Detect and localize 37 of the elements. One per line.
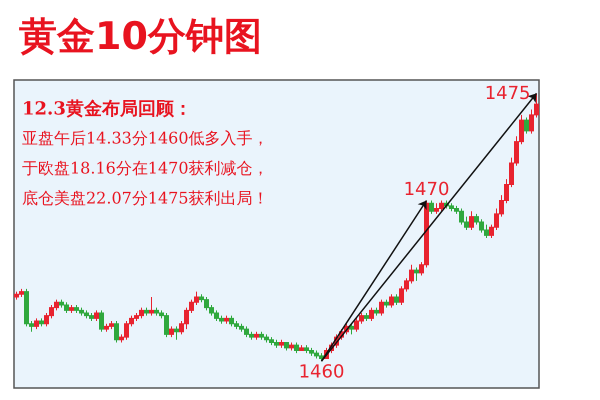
candlestick — [254, 331, 259, 340]
candlestick — [114, 320, 119, 343]
candlestick — [364, 312, 369, 322]
annotation: 底仓美盘22.07分1475获利出局！ — [22, 188, 269, 208]
annotation: 1475 — [484, 82, 530, 104]
candlestick — [94, 310, 99, 322]
candlestick — [289, 342, 294, 352]
candlestick — [99, 310, 104, 332]
annotation: 1470 — [404, 179, 450, 200]
candlestick — [149, 296, 154, 316]
candlestick — [469, 210, 474, 230]
candlestick — [174, 326, 179, 340]
candlestick — [299, 344, 304, 352]
candlestick — [384, 299, 389, 308]
candlestick — [279, 339, 284, 348]
candlestick — [524, 116, 529, 134]
candlestick — [369, 307, 374, 322]
candlestick — [169, 326, 174, 338]
candlestick — [34, 318, 39, 330]
chart-title: 黄金10分钟图 — [19, 14, 262, 58]
candlestick — [224, 315, 229, 324]
candlestick — [379, 299, 384, 316]
annotation: 12.3黄金布局回顾： — [22, 98, 192, 120]
candlestick — [394, 294, 399, 306]
candlestick — [294, 342, 299, 354]
candlestick — [144, 307, 149, 316]
candlestick — [389, 294, 394, 308]
annotation: 1460 — [298, 362, 344, 383]
candlestick — [374, 307, 379, 316]
candlestick — [39, 318, 44, 327]
candlestick — [414, 266, 419, 282]
candlestick — [284, 342, 289, 352]
candlestick — [429, 200, 434, 214]
annotation: 亚盘午后14.33分1460低多入手， — [22, 128, 269, 148]
annotation: 于欧盘18.16分在1470获利减仓， — [22, 158, 269, 178]
candlestick — [349, 323, 354, 335]
candlestick — [69, 304, 74, 314]
